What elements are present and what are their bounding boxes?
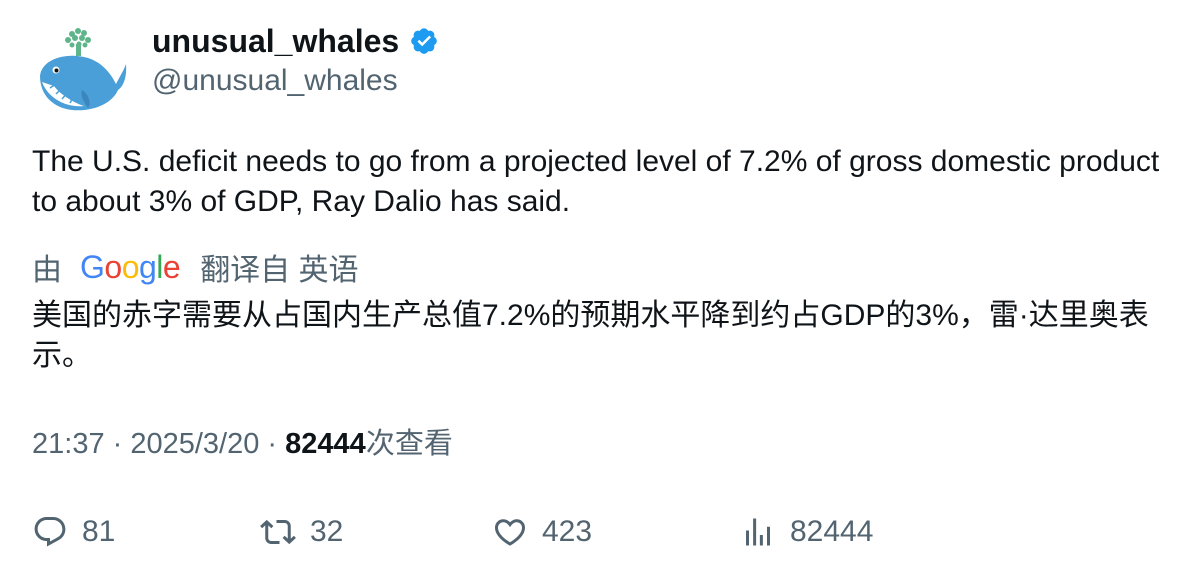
translated-text: 美国的赤字需要从占国内生产总值7.2%的预期水平降到约占GDP的3%，雷·达里奥…: [32, 299, 1149, 372]
display-name[interactable]: unusual_whales: [152, 22, 439, 60]
google-logo-letter-o2: o: [121, 248, 140, 285]
views-label: 次查看: [365, 428, 453, 460]
heart-icon: [494, 519, 526, 546]
like-button[interactable]: 423: [492, 510, 592, 554]
views-count: 82444: [285, 428, 366, 460]
google-logo-letter-g2: g: [138, 248, 157, 285]
google-logo-letter-l: l: [156, 248, 163, 285]
author-handle[interactable]: @unusual_whales: [152, 64, 398, 97]
google-logo-letter-o1: o: [104, 248, 122, 285]
translation-by-label: 由: [32, 254, 62, 287]
action-bar: 81 32 423 82444: [0, 510, 1196, 554]
tweet-time[interactable]: 21:37: [32, 428, 105, 460]
meta-separator: ·: [259, 428, 286, 460]
translation-from-label: 翻译自 英语: [200, 254, 359, 287]
google-logo-letter-g: G: [80, 248, 105, 285]
tweet-text: The U.S. deficit needs to go from a proj…: [32, 145, 1160, 218]
tweet-meta: 21:37 · 2025/3/20 · 82444次查看: [32, 424, 453, 464]
avatar[interactable]: [32, 24, 128, 120]
views-action-count: 82444: [790, 515, 874, 548]
reply-count: 81: [82, 515, 116, 548]
reply-icon: [34, 517, 66, 547]
verified-badge-icon: [411, 28, 437, 54]
reply-button[interactable]: 81: [32, 510, 115, 554]
retweet-count: 32: [310, 515, 344, 548]
tweet-date[interactable]: 2025/3/20: [130, 428, 260, 460]
retweet-button[interactable]: 32: [260, 510, 343, 554]
meta-separator: ·: [104, 428, 131, 460]
retweet-icon: [260, 519, 296, 545]
like-count: 423: [542, 515, 593, 548]
display-name-text[interactable]: unusual_whales: [152, 23, 400, 59]
whale-icon: [40, 28, 127, 111]
google-logo-letter-e: e: [162, 248, 181, 285]
views-button[interactable]: 82444: [740, 510, 873, 554]
analytics-icon: [746, 518, 770, 546]
